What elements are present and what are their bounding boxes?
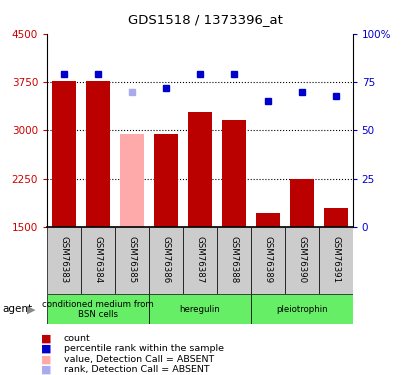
Bar xyxy=(318,227,352,294)
Text: heregulin: heregulin xyxy=(179,305,220,314)
Text: GSM76387: GSM76387 xyxy=(195,236,204,283)
Text: ▶: ▶ xyxy=(27,304,35,314)
Bar xyxy=(216,227,250,294)
Text: GSM76388: GSM76388 xyxy=(229,236,238,283)
Text: rank, Detection Call = ABSENT: rank, Detection Call = ABSENT xyxy=(63,365,209,374)
Text: GSM76385: GSM76385 xyxy=(127,236,136,283)
Bar xyxy=(284,227,318,294)
Bar xyxy=(86,81,110,227)
Text: GSM76384: GSM76384 xyxy=(93,236,102,283)
Text: conditioned medium from
BSN cells: conditioned medium from BSN cells xyxy=(42,300,153,319)
Bar xyxy=(221,120,245,227)
Text: GSM76386: GSM76386 xyxy=(161,236,170,283)
Text: pleiotrophin: pleiotrophin xyxy=(275,305,327,314)
Text: percentile rank within the sample: percentile rank within the sample xyxy=(63,344,223,353)
Text: GSM76383: GSM76383 xyxy=(59,236,68,283)
Bar xyxy=(115,227,148,294)
Bar xyxy=(255,213,279,227)
Bar xyxy=(81,227,115,294)
Text: agent: agent xyxy=(2,304,32,314)
Text: GSM76390: GSM76390 xyxy=(297,236,306,283)
Text: count: count xyxy=(63,334,90,343)
Text: GDS1518 / 1373396_at: GDS1518 / 1373396_at xyxy=(127,13,282,26)
Text: GSM76389: GSM76389 xyxy=(263,236,272,283)
Bar xyxy=(250,227,284,294)
Bar xyxy=(182,227,216,294)
Bar xyxy=(148,294,250,324)
Bar xyxy=(120,134,144,227)
Bar xyxy=(52,81,76,227)
Text: ■: ■ xyxy=(41,344,52,354)
Text: ■: ■ xyxy=(41,365,52,375)
Bar xyxy=(47,294,148,324)
Bar xyxy=(47,227,81,294)
Bar xyxy=(323,208,347,227)
Bar xyxy=(148,227,182,294)
Text: value, Detection Call = ABSENT: value, Detection Call = ABSENT xyxy=(63,355,213,364)
Text: ■: ■ xyxy=(41,333,52,343)
Text: GSM76391: GSM76391 xyxy=(330,236,339,283)
Bar xyxy=(250,294,352,324)
Bar xyxy=(154,134,178,227)
Bar xyxy=(289,179,313,227)
Bar xyxy=(188,112,211,227)
Text: ■: ■ xyxy=(41,354,52,364)
